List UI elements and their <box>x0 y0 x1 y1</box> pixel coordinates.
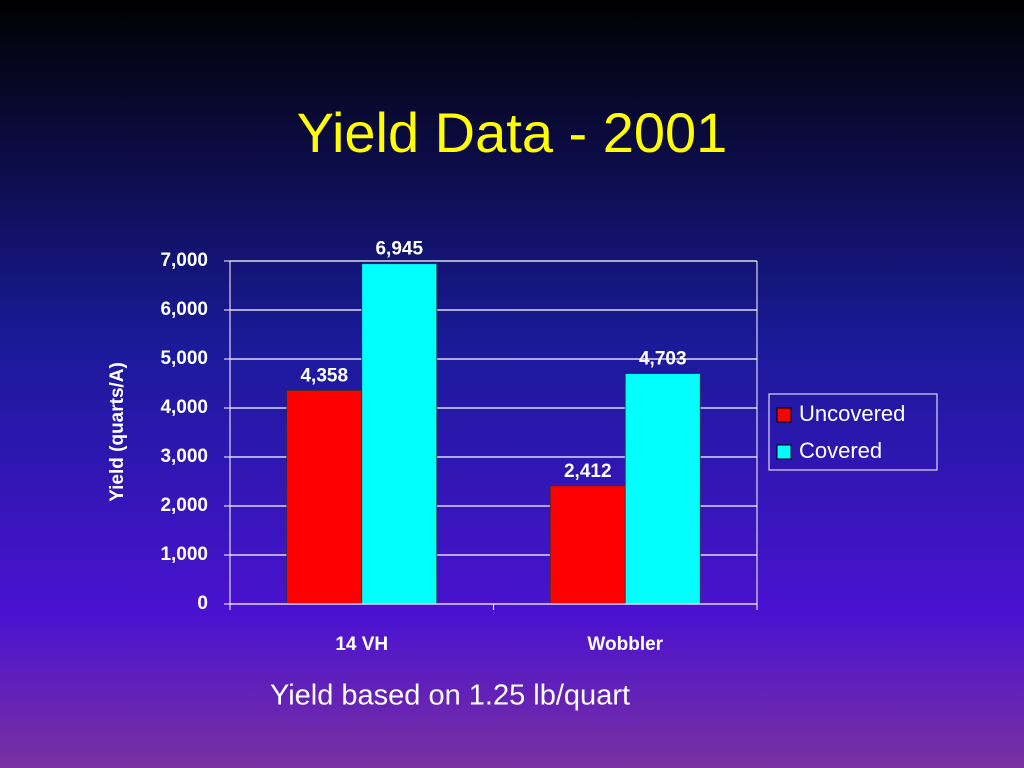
y-tick-label: 2,000 <box>160 495 208 516</box>
chart-title: Yield Data - 2001 <box>297 101 728 164</box>
value-label: 4,358 <box>300 365 348 386</box>
x-tick-label: 14 VH <box>335 634 388 655</box>
value-label: 6,945 <box>375 239 423 260</box>
legend-label: Covered <box>799 438 882 463</box>
y-tick-label: 1,000 <box>160 544 208 565</box>
bar <box>549 485 626 605</box>
y-tick-label: 3,000 <box>160 446 208 467</box>
x-tick-label: Wobbler <box>587 634 663 655</box>
y-tick-label: 6,000 <box>160 299 208 320</box>
y-tick-label: 4,000 <box>160 397 208 418</box>
value-label: 4,703 <box>639 349 687 370</box>
bar <box>286 390 363 605</box>
y-tick-label: 5,000 <box>160 348 208 369</box>
bar <box>624 373 701 605</box>
caption: Yield based on 1.25 lb/quart <box>270 680 630 712</box>
bar <box>361 263 438 605</box>
y-axis-label: Yield (quarts/A) <box>107 362 128 502</box>
legend-box <box>768 393 938 471</box>
y-tick-label: 0 <box>197 593 208 614</box>
legend-label: Uncovered <box>799 401 905 426</box>
legend-swatch <box>776 407 792 423</box>
value-label: 2,412 <box>564 461 612 482</box>
y-tick-label: 7,000 <box>160 250 208 271</box>
legend-swatch <box>776 444 792 460</box>
